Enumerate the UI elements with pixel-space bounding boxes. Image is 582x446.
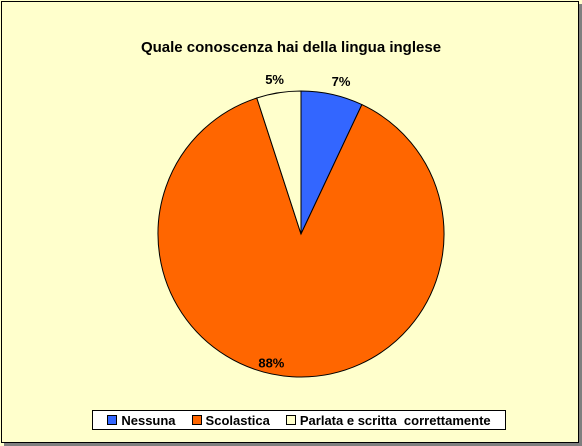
chart-title: Quale conoscenza hai della lingua ingles… <box>140 39 442 56</box>
legend: Nessuna Scolastica Parlata e scritta corre… <box>92 410 506 430</box>
legend-label-0: Nessuna <box>121 412 176 428</box>
legend-label-2: Parlata e scritta correttamente <box>299 412 491 428</box>
data-label-2: 5% <box>265 72 284 87</box>
legend-swatch-2 <box>285 415 296 425</box>
data-label-1: 88% <box>258 355 284 370</box>
legend-item-1: Scolastica <box>191 412 270 428</box>
data-label-0: 7% <box>332 74 351 89</box>
legend-swatch-1 <box>191 415 202 425</box>
pie-slice-1 <box>157 97 445 378</box>
legend-swatch-0 <box>107 415 118 425</box>
pie-slice-2 <box>256 90 302 235</box>
legend-item-2: Parlata e scritta correttamente <box>285 412 491 428</box>
legend-item-0: Nessuna <box>107 412 176 428</box>
legend-label-1: Scolastica <box>205 412 270 428</box>
